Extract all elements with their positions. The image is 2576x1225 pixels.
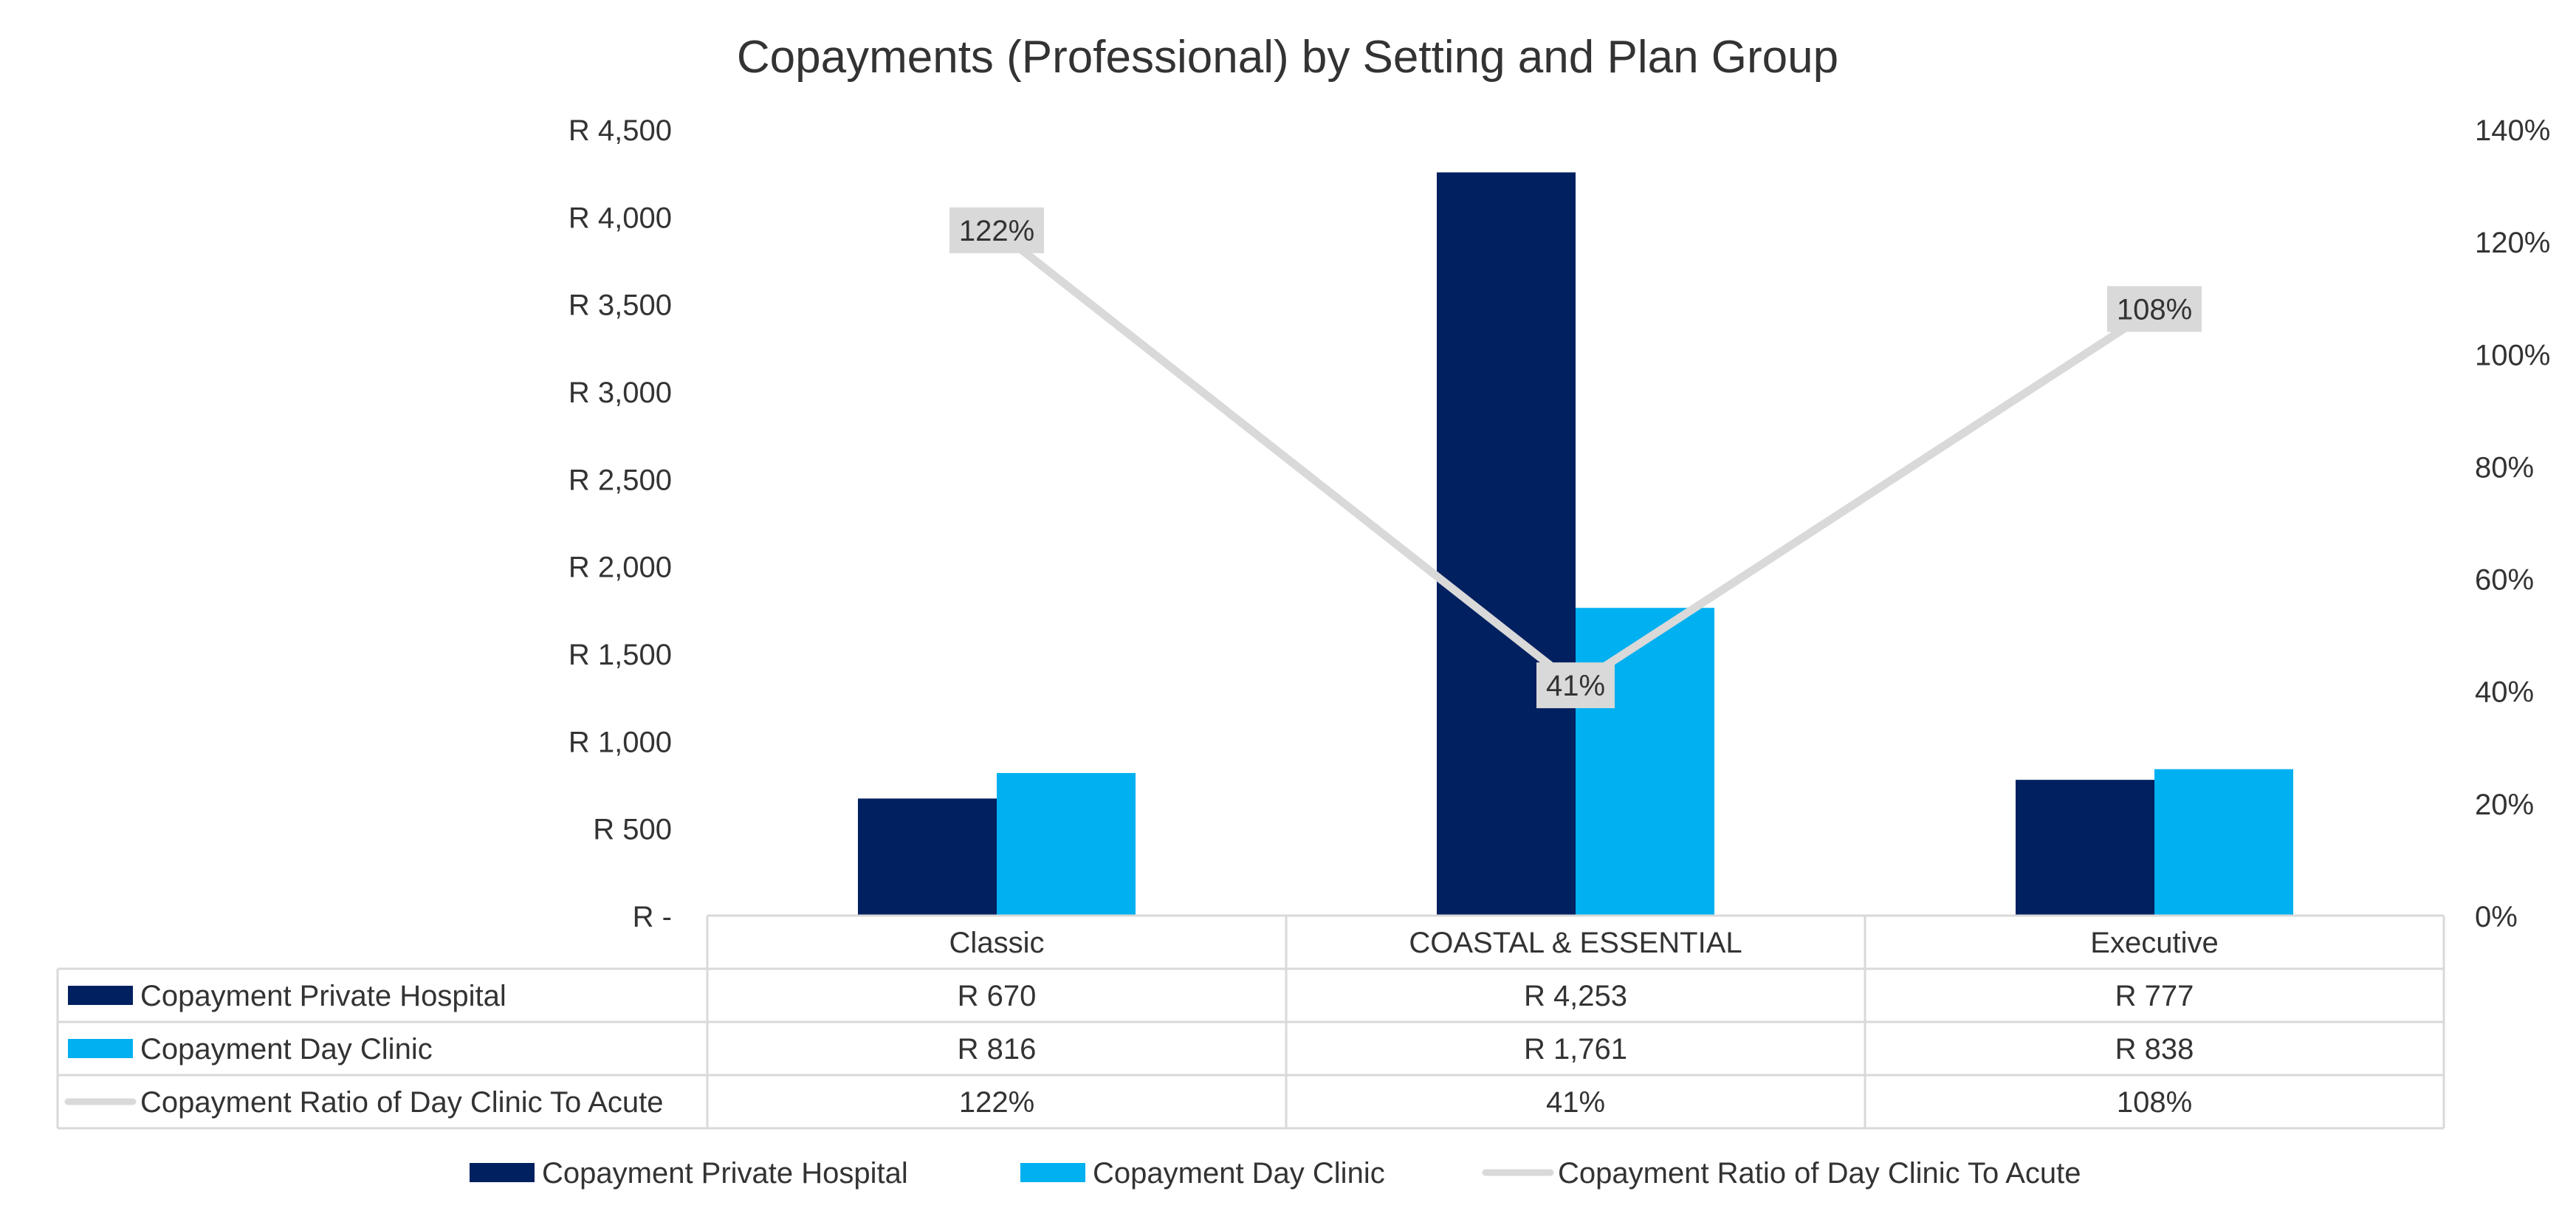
legend-key-copayment-day-clinic: [1020, 1163, 1085, 1182]
category-label: Executive: [2090, 927, 2218, 959]
table-cell: 41%: [1546, 1086, 1605, 1119]
data-table: Classic COASTAL & ESSENTIAL Executive Copay…: [56, 914, 2445, 1130]
right-tick-label: 40%: [2475, 676, 2534, 709]
table-series-name: Copayment Private Hospital: [140, 980, 506, 1012]
legend-label: Copayment Private Hospital: [542, 1157, 908, 1190]
chart-title: Copayments (Professional) by Setting and…: [737, 32, 1838, 83]
left-axis-ticks: R - R 500 R 1,000 R 1,500 R 2,000 R 2,500 R 3,…: [569, 114, 672, 933]
right-tick-label: 140%: [2475, 114, 2550, 147]
ratio-label-box: [2107, 286, 2202, 332]
right-tick-label: 120%: [2475, 227, 2550, 259]
ratio-data-label: 41%: [1546, 670, 1605, 702]
left-tick-label: R 1,000: [569, 726, 672, 758]
table-legend-key: [68, 1039, 133, 1058]
ratio-label-box: [949, 207, 1044, 253]
left-tick-label: R 1,500: [569, 639, 672, 671]
ratio-label-box: [1536, 662, 1615, 709]
table-legend-key: [68, 986, 133, 1005]
left-tick-label: R -: [633, 901, 672, 933]
right-tick-label: 0%: [2475, 901, 2518, 933]
left-tick-label: R 2,500: [569, 464, 672, 496]
category-label: Classic: [949, 927, 1045, 959]
right-tick-label: 60%: [2475, 564, 2534, 597]
table-cell: R 4,253: [1524, 980, 1627, 1012]
table-cell: R 777: [2115, 980, 2194, 1012]
bar-copayment-private-hospital-classic: [858, 798, 997, 916]
left-tick-label: R 2,000: [569, 552, 672, 584]
category-label: COASTAL & ESSENTIAL: [1409, 927, 1742, 959]
left-tick-label: R 3,500: [569, 289, 672, 322]
table-cell: 108%: [2117, 1086, 2192, 1119]
ratio-line-layer: 122% 41% 108%: [949, 207, 2202, 709]
legend-key-copayment-private-hospital: [470, 1163, 535, 1182]
table-cell: R 1,761: [1524, 1033, 1627, 1066]
table-series-name: Copayment Ratio of Day Clinic To Acute: [140, 1086, 664, 1119]
left-tick-label: R 4,000: [569, 202, 672, 234]
right-tick-label: 20%: [2475, 789, 2534, 821]
table-series-name: Copayment Day Clinic: [140, 1033, 433, 1066]
table-cell: 122%: [959, 1086, 1034, 1119]
right-axis-ticks: 0% 20% 40% 60% 80% 100% 120% 140%: [2475, 114, 2550, 933]
bar-copayment-day-clinic-coastal-essential: [1576, 608, 1714, 916]
legend-label: Copayment Day Clinic: [1093, 1157, 1385, 1190]
bar-copayment-private-hospital-coastal-essential: [1437, 172, 1576, 916]
right-tick-label: 100%: [2475, 339, 2550, 371]
table-cell: R 816: [958, 1033, 1037, 1066]
left-tick-label: R 3,000: [569, 377, 672, 409]
left-tick-label: R 4,500: [569, 114, 672, 147]
right-tick-label: 80%: [2475, 451, 2534, 484]
table-cell: R 838: [2115, 1033, 2194, 1066]
bar-copayment-private-hospital-executive: [2016, 780, 2154, 916]
ratio-data-label: 122%: [959, 215, 1034, 247]
bar-copayment-day-clinic-executive: [2154, 769, 2293, 916]
bar-copayment-day-clinic-classic: [997, 772, 1136, 916]
legend: Copayment Private Hospital Copayment Day …: [470, 1157, 2081, 1190]
left-tick-label: R 500: [593, 814, 672, 846]
legend-label: Copayment Ratio of Day Clinic To Acute: [1558, 1157, 2081, 1190]
ratio-data-label: 108%: [2117, 293, 2192, 326]
bars: [858, 172, 2293, 916]
table-cell: R 670: [958, 980, 1037, 1012]
